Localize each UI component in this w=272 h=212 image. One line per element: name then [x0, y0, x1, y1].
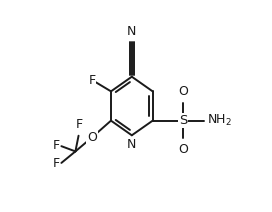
Text: N: N [127, 25, 137, 38]
Text: O: O [178, 143, 188, 156]
Text: N: N [127, 138, 137, 151]
Text: F: F [76, 118, 83, 131]
Text: O: O [178, 85, 188, 98]
Text: F: F [52, 139, 60, 152]
Text: F: F [52, 157, 60, 170]
Text: F: F [89, 74, 96, 87]
Text: NH$_2$: NH$_2$ [207, 113, 232, 128]
Text: O: O [87, 131, 97, 144]
Text: S: S [179, 114, 187, 127]
